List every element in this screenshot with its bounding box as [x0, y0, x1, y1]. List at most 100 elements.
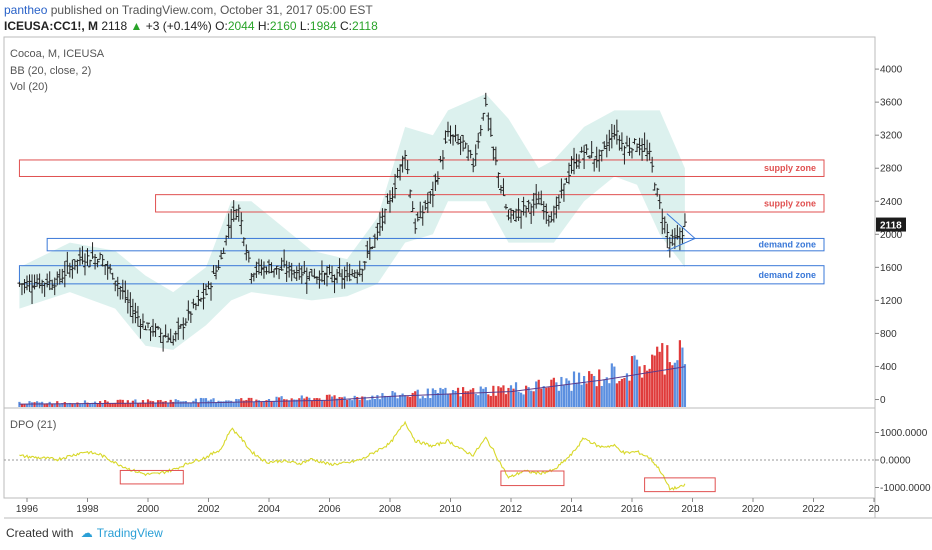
volume-bar [383, 395, 387, 407]
volume-bar [608, 383, 611, 407]
tradingview-brand[interactable]: TradingView [96, 526, 163, 540]
price-bars [17, 92, 696, 352]
volume-bar [454, 391, 457, 407]
demand-zone-box-3[interactable] [46, 237, 825, 252]
volume-bar [335, 398, 339, 407]
author-link[interactable]: pantheo [4, 3, 48, 17]
price-axis-label: 800 [880, 329, 897, 340]
supply-zone-box-2[interactable] [155, 194, 825, 213]
volume-bar [666, 345, 669, 407]
price-bar [221, 247, 226, 254]
supply-zone-box-1[interactable] [18, 159, 825, 177]
price-bar [415, 212, 420, 222]
triangle-pattern[interactable] [666, 213, 696, 252]
price-bar [390, 187, 395, 203]
tradingview-logo-icon[interactable]: ☁ [80, 526, 93, 540]
price-bar [183, 318, 188, 327]
volume-bar [366, 400, 369, 407]
price-bar [531, 192, 536, 216]
dpo-highlight-box-3[interactable] [644, 477, 716, 493]
open-label: O: [215, 19, 228, 33]
close-label: C: [339, 19, 352, 33]
demand-zone-box-4[interactable] [18, 265, 825, 285]
price-bar [405, 160, 410, 175]
volume-bar [73, 403, 76, 407]
price-bar [133, 302, 138, 324]
time-axis-label: 2016 [621, 504, 644, 515]
price-bar [476, 132, 481, 149]
price-bar [67, 262, 72, 278]
price-axis-label: 3200 [880, 131, 903, 142]
volume-bar [295, 399, 298, 407]
volume-bar [519, 392, 523, 407]
volume-bar [189, 402, 192, 407]
volume-bar [245, 399, 248, 407]
volume-bar [585, 383, 588, 407]
price-bar [667, 236, 672, 258]
volume-bar [76, 402, 79, 407]
volume-bar [613, 366, 616, 407]
price-bar [214, 265, 219, 280]
volume-bar [451, 390, 455, 407]
price-bar [380, 208, 385, 231]
price-bar [143, 325, 148, 331]
volume-bar [303, 398, 306, 407]
price-bar [624, 135, 629, 147]
price-bar [85, 248, 90, 267]
price-bar [52, 277, 57, 296]
price-bar [393, 173, 398, 199]
volume-bar [220, 401, 223, 407]
bollinger-band [19, 93, 685, 350]
volume-bar [633, 355, 636, 407]
volume-bar [590, 373, 593, 407]
symbol-label[interactable]: ICEUSA:CC1!, M [4, 19, 99, 33]
volume-bar [489, 395, 492, 407]
volume-bar [615, 383, 618, 407]
volume-bar [421, 396, 424, 407]
volume-bar [109, 403, 112, 407]
volume-bar [671, 365, 674, 407]
price-bar [267, 259, 271, 274]
price-bar [203, 283, 208, 296]
price-bar [337, 258, 342, 277]
price-bar [324, 266, 329, 287]
price-bar [289, 262, 294, 282]
price-bar [158, 328, 163, 343]
time-axis-label: 2004 [258, 504, 281, 515]
price-bar [604, 134, 609, 158]
price-bar [501, 178, 506, 197]
price-bar [529, 203, 534, 224]
price-bar [125, 289, 130, 314]
axes: 4000360032002800240020001600120080040002… [16, 65, 931, 515]
volume-bar [474, 393, 477, 407]
volume-bar [517, 391, 520, 407]
volume-bar [343, 396, 346, 407]
volume-bar [618, 381, 621, 407]
volume-bar [409, 396, 412, 407]
legend-symbol: Cocoa, M, ICEUSA [10, 48, 105, 60]
price-bar [120, 279, 125, 300]
volume-bar [446, 393, 450, 407]
dpo-highlight-box-2[interactable] [500, 470, 565, 487]
volume-bar [540, 388, 543, 407]
dpo-highlight-box-1[interactable] [119, 469, 184, 485]
volume-bar [419, 398, 422, 407]
price-bar [241, 237, 246, 247]
price-bar [486, 112, 491, 132]
volume-bar [285, 399, 288, 407]
volume-bar [106, 401, 109, 407]
volume-bar [172, 401, 175, 407]
volume-bar [643, 365, 646, 407]
price-bar [198, 297, 203, 303]
volume-bar [530, 390, 533, 407]
price-bar [546, 214, 551, 227]
volume-bar [333, 395, 336, 407]
volume-bar [144, 403, 147, 407]
price-bar [453, 124, 458, 142]
time-axis-label: 2008 [379, 504, 402, 515]
price-axis-label: 4000 [880, 65, 903, 76]
price-bar [645, 139, 650, 162]
price-bar [503, 203, 508, 210]
volume-bar [401, 393, 404, 407]
